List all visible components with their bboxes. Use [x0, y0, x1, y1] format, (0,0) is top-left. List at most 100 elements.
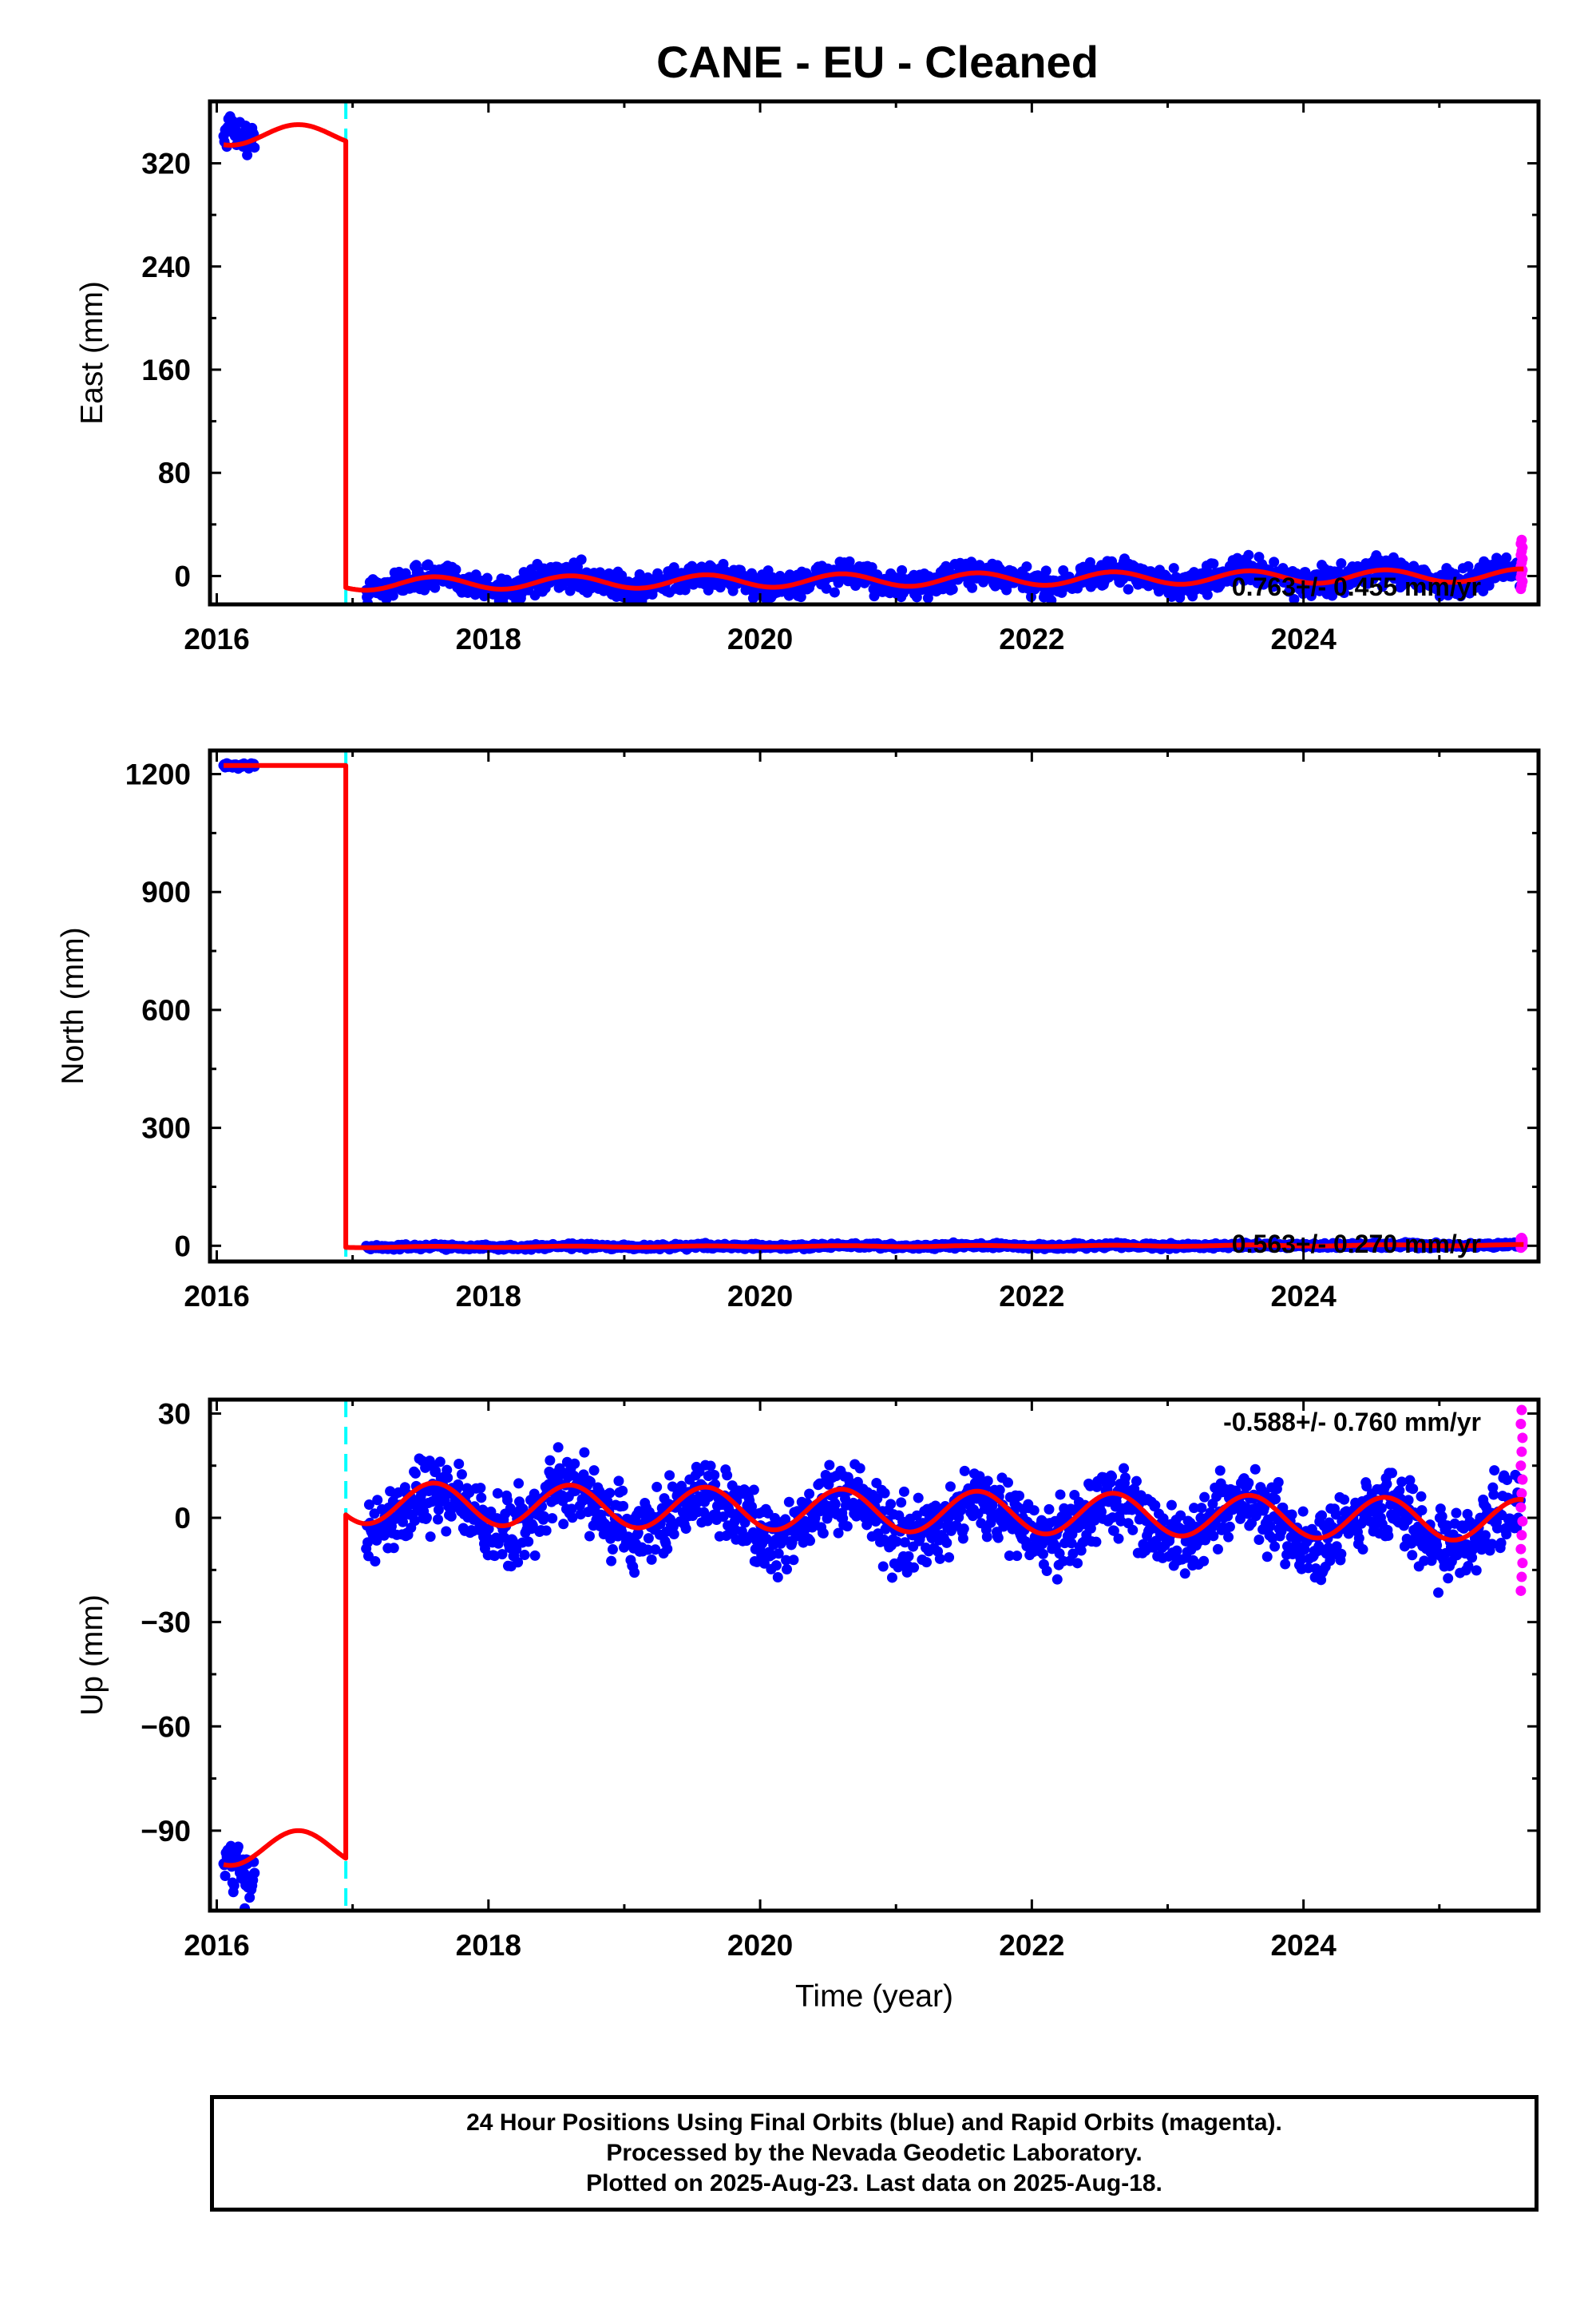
east-point-final — [1434, 591, 1445, 602]
up-point-final — [886, 1572, 897, 1583]
up-point-final — [370, 1555, 381, 1566]
figure-title: CANE - EU - Cleaned — [656, 37, 1099, 87]
up-point-final — [492, 1487, 503, 1499]
east-x-tick-label: 2022 — [999, 623, 1064, 655]
processing-info-box: 24 Hour Positions Using Final Orbits (bl… — [210, 2095, 1539, 2212]
east-point-final — [1208, 558, 1219, 569]
up-point-final — [1339, 1494, 1350, 1505]
up-point-final — [1433, 1587, 1444, 1598]
up-point-final — [1012, 1551, 1023, 1562]
up-plot-area — [218, 1400, 1528, 1911]
up-point-final — [945, 1481, 956, 1492]
east-point-final — [1285, 584, 1297, 595]
up-point-final — [1381, 1479, 1392, 1490]
up-y-tick-label: −90 — [141, 1815, 191, 1848]
up-point-final — [1261, 1551, 1273, 1562]
up-point-final — [958, 1523, 969, 1535]
east-point-rapid — [1516, 534, 1527, 545]
east-point-final — [1040, 565, 1051, 576]
up-point-final — [680, 1523, 691, 1535]
up-point-rapid — [1517, 1474, 1528, 1485]
up-point-final — [249, 1867, 260, 1879]
up-point-rapid — [1517, 1432, 1528, 1444]
up-point-final — [541, 1525, 552, 1536]
up-point-final — [604, 1487, 616, 1499]
up-point-final — [1044, 1503, 1055, 1515]
up-x-tick-label: 2016 — [184, 1929, 249, 1962]
up-point-final — [475, 1483, 486, 1494]
up-point-rapid — [1516, 1404, 1527, 1416]
north-y-tick-label: 900 — [141, 876, 191, 909]
up-y-tick-label: −30 — [141, 1606, 191, 1639]
up-point-rapid — [1516, 1571, 1527, 1582]
up-point-final — [545, 1455, 556, 1466]
east-y-tick-label: 80 — [158, 457, 191, 489]
up-point-final — [921, 1557, 933, 1568]
up-point-final — [1407, 1550, 1418, 1561]
up-point-final — [1416, 1491, 1427, 1502]
east-y-tick-label: 240 — [141, 251, 191, 283]
east-point-final — [844, 556, 855, 567]
east-y-tick-label: 320 — [141, 148, 191, 180]
up-point-final — [446, 1511, 457, 1522]
north-x-tick-label: 2018 — [456, 1280, 521, 1313]
north-rate-label: 0.563+/- 0.270 mm/yr — [1232, 1230, 1481, 1258]
up-point-final — [705, 1460, 716, 1471]
up-point-final — [662, 1543, 673, 1555]
up-point-final — [896, 1497, 907, 1508]
up-point-rapid — [1515, 1543, 1527, 1555]
up-point-final — [722, 1470, 733, 1481]
east-point-final — [990, 580, 1001, 592]
east-point-final — [783, 590, 794, 601]
up-point-final — [1253, 1535, 1265, 1546]
up-point-final — [607, 1544, 618, 1555]
east-point-final — [821, 583, 832, 594]
up-point-final — [783, 1496, 794, 1507]
up-point-final — [1113, 1533, 1124, 1544]
up-point-final — [579, 1447, 590, 1458]
north-y-axis-label: North (mm) — [56, 927, 90, 1084]
east-y-tick-label: 160 — [141, 354, 191, 386]
east-x-tick-label: 2018 — [456, 623, 521, 655]
up-point-final — [1357, 1544, 1368, 1555]
up-point-final — [782, 1563, 793, 1574]
north-x-tick-label: 2020 — [727, 1280, 793, 1313]
east-y-axis-label: East (mm) — [75, 281, 109, 425]
up-point-final — [1131, 1475, 1142, 1487]
up-point-final — [934, 1553, 945, 1564]
north-model-curve — [222, 762, 1525, 1250]
up-point-final — [748, 1484, 759, 1495]
north-frame — [208, 748, 1541, 1264]
up-point-final — [410, 1467, 421, 1479]
up-point-final — [606, 1555, 617, 1566]
east-point-final — [967, 582, 978, 593]
up-point-final — [982, 1475, 993, 1487]
north-x-tick-label: 2024 — [1270, 1280, 1337, 1313]
up-point-final — [1280, 1559, 1291, 1570]
up-point-final — [588, 1465, 600, 1476]
up-point-final — [1489, 1465, 1500, 1476]
up-point-final — [1196, 1503, 1207, 1514]
east-point-final — [947, 584, 958, 595]
up-point-final — [1198, 1555, 1210, 1566]
up-point-final — [1353, 1533, 1364, 1544]
east-rate-label: 0.763+/- 0.455 mm/yr — [1232, 572, 1481, 601]
east-point-final — [1202, 589, 1213, 600]
up-point-final — [433, 1514, 444, 1525]
up-rate-label: -0.588+/- 0.760 mm/yr — [1223, 1408, 1481, 1436]
up-point-final — [1249, 1463, 1261, 1475]
north-x-tick-label: 2022 — [999, 1280, 1064, 1313]
up-point-final — [372, 1495, 383, 1506]
east-point-final — [897, 564, 908, 576]
up-point-final — [1107, 1471, 1118, 1482]
up-point-final — [434, 1456, 446, 1467]
up-point-final — [1243, 1477, 1254, 1488]
north-y-tick-label: 300 — [141, 1112, 191, 1145]
east-point-final — [1269, 556, 1280, 568]
east-point-final — [1305, 590, 1317, 601]
up-point-final — [944, 1552, 955, 1563]
east-point-final — [387, 590, 398, 601]
up-point-final — [613, 1475, 624, 1487]
